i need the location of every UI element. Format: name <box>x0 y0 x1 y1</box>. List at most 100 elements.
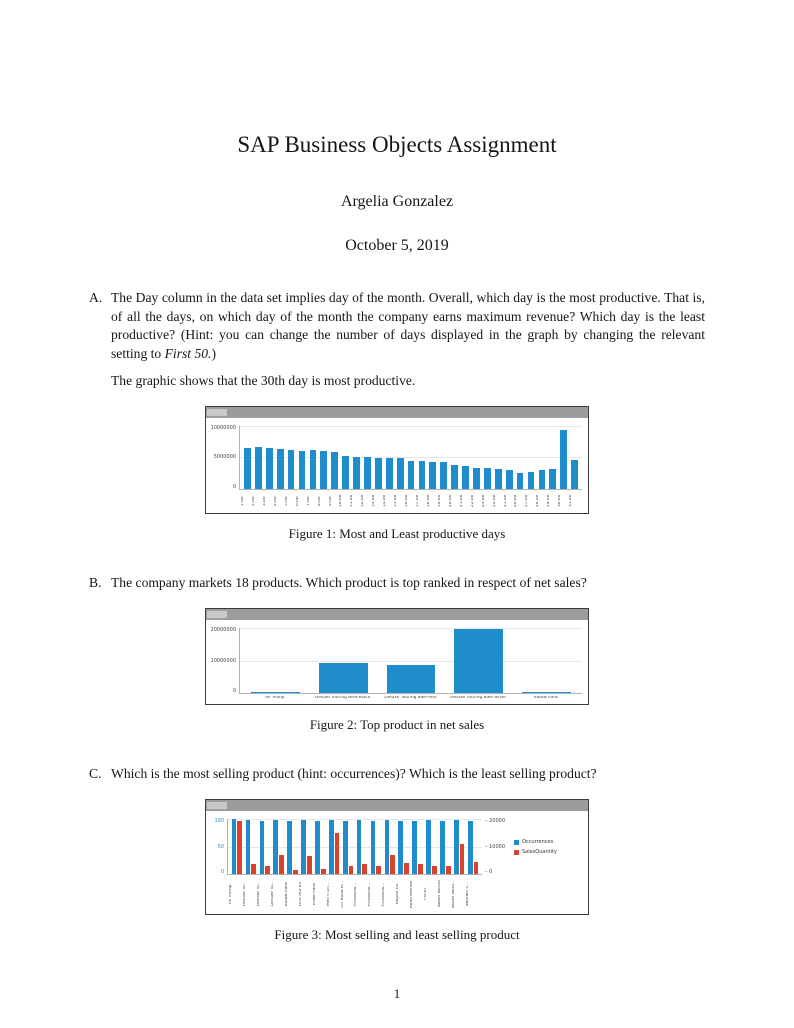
x-axis-label: T-shirt <box>424 887 429 901</box>
x-axis-label: Deluxe To... <box>242 881 247 907</box>
x-axis-label: 20.00 <box>448 494 453 507</box>
x-axis-label: 21.00 <box>459 494 464 507</box>
chart-row: 10000000 5000000 0 <box>209 425 582 490</box>
bar-group <box>406 426 417 489</box>
bar-group <box>460 426 471 489</box>
figure-2-plot-area: 20000000 10000000 0 Air Pump Deluxe Touring … <box>206 620 588 704</box>
x-axis-label: 3.00 <box>262 495 267 506</box>
bar-group <box>558 426 569 489</box>
bar <box>334 832 340 875</box>
bar-group <box>493 426 504 489</box>
question-a-text: The Day column in the data set implies d… <box>111 289 705 364</box>
x-axis-label: 7.00 <box>306 495 311 506</box>
x-axis-label: Air Pump <box>265 696 285 701</box>
bar-group <box>504 426 515 489</box>
bar-group <box>355 819 369 875</box>
bar <box>374 457 382 489</box>
bar <box>386 665 436 694</box>
question-item-b: B. The company markets 18 products. Whic… <box>89 574 705 593</box>
x-axis-label: 22.00 <box>470 494 475 507</box>
plot-region <box>239 425 582 490</box>
bar-group <box>351 426 362 489</box>
x-axis-label: 10.00 <box>339 494 344 507</box>
bar <box>390 854 395 875</box>
bar-group <box>395 426 406 489</box>
bar <box>276 449 284 489</box>
bar-group <box>373 426 384 489</box>
x-axis-label: 8.00 <box>317 495 322 506</box>
x-axis-label: Professio... <box>368 882 373 906</box>
bar <box>251 692 301 694</box>
x-axis-label: Repair Kit <box>396 883 401 905</box>
bar-group <box>452 819 466 875</box>
bar <box>418 864 423 875</box>
x-axis-label: 14.00 <box>383 494 388 507</box>
bar <box>328 820 334 875</box>
question-item-c: C. Which is the most selling product (hi… <box>89 765 705 784</box>
x-axis-label-row: 1.00 2.00 3.00 4.00 5.00 6.00 7.00 8.00 9.00 10.0… <box>239 492 582 510</box>
bar <box>293 869 298 875</box>
bar <box>527 472 535 489</box>
bar-group <box>253 426 264 489</box>
x-axis-label: 15.00 <box>394 494 399 507</box>
bar <box>306 855 312 875</box>
bar <box>429 461 437 489</box>
x-axis-label: Air Pump <box>229 884 233 904</box>
bar <box>376 865 382 875</box>
x-axis-label: Women's... <box>465 882 470 906</box>
bar <box>251 864 257 875</box>
bar-group <box>438 426 449 489</box>
x-axis-label: Water Bottl... <box>452 879 456 909</box>
x-axis-label: 5.00 <box>284 495 289 506</box>
chart-header-chip <box>207 802 227 810</box>
bar-group <box>466 819 480 875</box>
bar-group <box>258 819 272 875</box>
question-a-answer: The graphic shows that the 30th day is m… <box>111 372 416 388</box>
bar-group <box>264 426 275 489</box>
bar <box>320 450 328 489</box>
bar-group <box>445 628 513 694</box>
bar <box>426 820 431 875</box>
document-title: SAP Business Objects Assignment <box>237 132 557 157</box>
bar-group <box>242 628 310 694</box>
bar <box>231 819 237 875</box>
gridline <box>240 457 582 459</box>
bar-group <box>471 426 482 489</box>
y-axis-left: 20000000 10000000 0 <box>209 628 239 694</box>
bar-group <box>313 819 327 875</box>
x-axis-label: 18.00 <box>426 494 431 507</box>
bar-group <box>536 426 547 489</box>
bar-group <box>275 426 286 489</box>
bar-group <box>383 819 397 875</box>
x-axis-label: Road Helmet <box>410 880 415 908</box>
bar-group <box>244 819 258 875</box>
legend-label: SalesQuantity <box>522 849 557 856</box>
question-a-text-main: The Day column in the data set implies d… <box>111 289 705 362</box>
bar <box>453 820 459 875</box>
x-axis-label: 23.00 <box>481 494 486 507</box>
bar-group <box>286 426 297 489</box>
bar-group <box>569 426 580 489</box>
bar <box>244 448 251 489</box>
bar <box>440 462 448 489</box>
y-axis-tick: 0 <box>485 870 492 875</box>
bar <box>353 456 360 489</box>
figure-3-caption: Figure 3: Most selling and least selling… <box>274 927 520 943</box>
x-axis-label: 6.00 <box>295 495 300 506</box>
y-axis-tick: 100 <box>214 818 224 825</box>
chart-legend: Occurrences SalesQuantity <box>506 819 582 875</box>
figure-3: 100 50 0 20000 10000 0 Occurrences SalesQuantit… <box>89 799 705 943</box>
x-axis-label: 27.00 <box>525 494 530 507</box>
x-axis-label: 29.00 <box>547 494 552 507</box>
bar-group <box>327 819 341 875</box>
question-a-text-italic: First 50. <box>164 346 212 362</box>
question-c-text: Which is the most selling product (hint:… <box>111 766 597 782</box>
bar <box>396 458 404 489</box>
x-axis-label: 24.00 <box>492 494 497 507</box>
gridline <box>240 425 582 427</box>
legend-swatch-icon <box>514 839 519 845</box>
x-axis-label: Elbow Pads <box>284 882 289 907</box>
x-axis-label: 2.00 <box>251 495 256 506</box>
legend-item: Occurrences <box>514 839 582 845</box>
gridline <box>240 628 582 630</box>
